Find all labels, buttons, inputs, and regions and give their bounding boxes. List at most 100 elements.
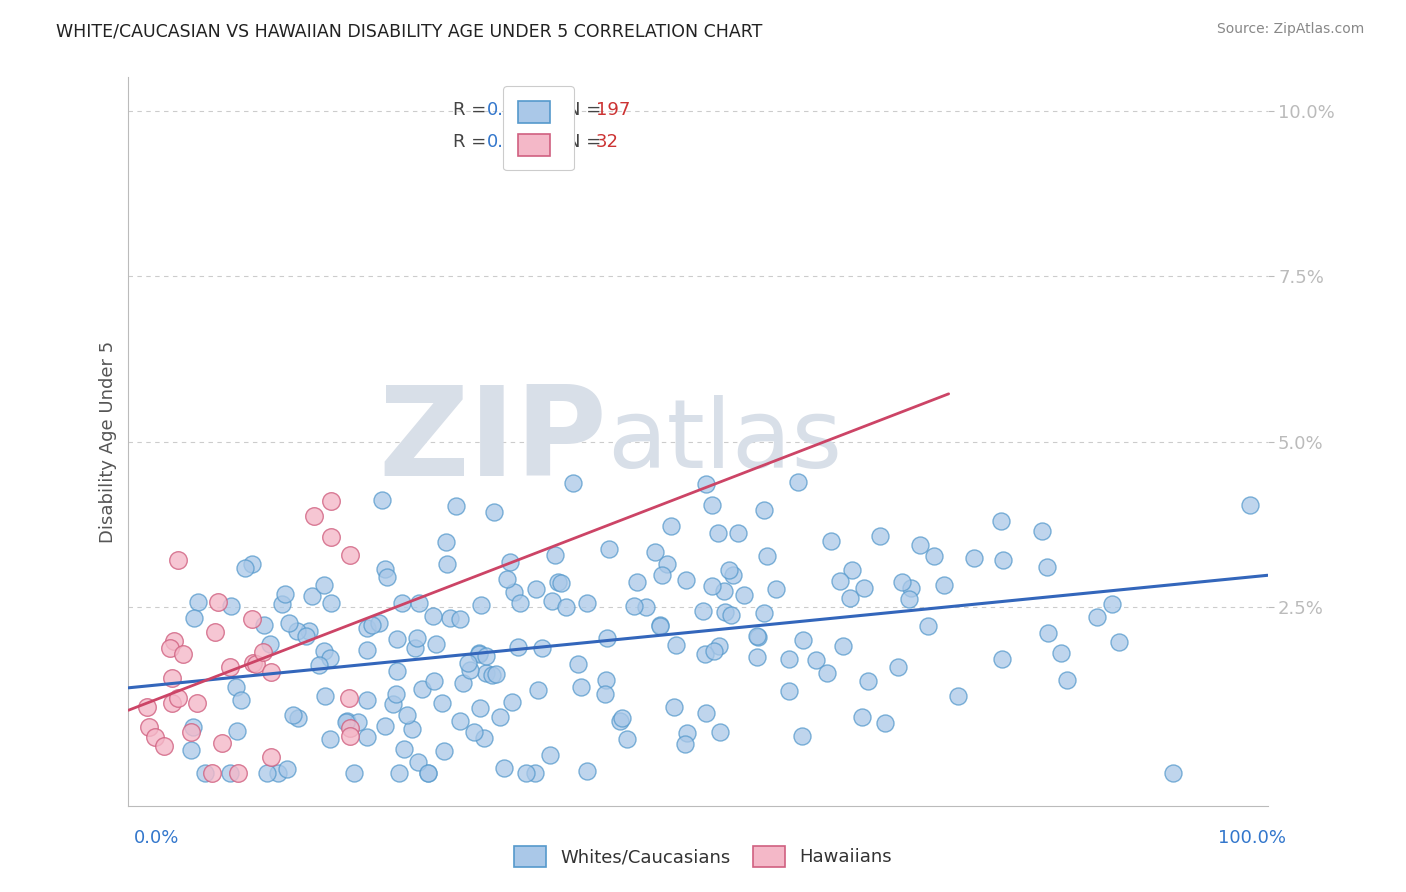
Point (319, 732, 342, 747)
Point (852, 582, 875, 596)
Y-axis label: Disability Age Under 5: Disability Age Under 5 (100, 341, 117, 542)
Point (186, 696, 208, 710)
Point (335, 714, 357, 728)
Point (138, 720, 160, 734)
Point (747, 630, 769, 644)
Point (384, 688, 406, 702)
Point (179, 743, 201, 757)
Point (547, 574, 569, 589)
Point (644, 545, 666, 559)
Point (183, 611, 205, 625)
Point (381, 698, 404, 712)
Point (391, 596, 413, 610)
Point (828, 574, 851, 588)
Point (449, 714, 471, 729)
Point (482, 505, 505, 519)
Point (610, 711, 633, 725)
Point (1101, 597, 1123, 611)
Point (991, 652, 1014, 666)
Point (598, 542, 620, 557)
Point (319, 596, 342, 610)
Point (509, 596, 531, 610)
Point (887, 659, 910, 673)
Point (908, 537, 931, 551)
Point (278, 616, 301, 631)
Point (700, 579, 723, 593)
Point (385, 632, 408, 646)
Point (401, 722, 423, 736)
Text: N =: N = (567, 133, 607, 151)
Point (948, 689, 970, 703)
Point (702, 498, 724, 512)
Point (567, 657, 589, 672)
Point (665, 638, 688, 652)
Point (673, 737, 696, 751)
Point (765, 582, 787, 596)
Point (356, 621, 378, 635)
Point (301, 589, 323, 603)
Point (869, 529, 891, 543)
Point (472, 731, 495, 746)
Point (752, 607, 775, 621)
Point (446, 499, 468, 513)
Point (404, 641, 426, 656)
Point (550, 576, 572, 591)
Text: R =: R = (453, 101, 492, 120)
Point (218, 765, 240, 780)
Point (221, 599, 243, 613)
Point (159, 640, 181, 655)
Point (339, 729, 361, 743)
Point (692, 603, 714, 617)
Point (204, 624, 226, 639)
Point (439, 611, 461, 625)
Point (754, 502, 776, 516)
Point (841, 562, 863, 576)
Point (160, 696, 183, 710)
Point (575, 596, 598, 610)
Point (595, 673, 617, 687)
Point (1038, 625, 1060, 640)
Point (651, 568, 673, 582)
Point (356, 730, 378, 744)
Point (276, 762, 298, 776)
Point (201, 765, 224, 780)
Point (873, 716, 896, 731)
Point (172, 647, 194, 661)
Point (226, 724, 249, 739)
Text: WHITE/CAUCASIAN VS HAWAIIAN DISABILITY AGE UNDER 5 CORRELATION CHART: WHITE/CAUCASIAN VS HAWAIIAN DISABILITY A… (56, 22, 762, 40)
Point (337, 690, 360, 705)
Point (422, 608, 444, 623)
Point (488, 710, 510, 724)
Point (136, 699, 159, 714)
Point (569, 680, 592, 694)
Point (856, 674, 879, 689)
Point (1163, 765, 1185, 780)
Point (468, 646, 491, 660)
Point (226, 765, 249, 780)
Point (745, 649, 768, 664)
Point (496, 572, 519, 586)
Point (253, 617, 276, 632)
Point (347, 714, 370, 729)
Text: 32: 32 (596, 133, 619, 151)
Point (703, 644, 725, 658)
Point (792, 633, 814, 648)
Point (1036, 559, 1059, 574)
Point (675, 573, 697, 587)
Point (160, 671, 183, 685)
Point (474, 665, 496, 680)
Point (433, 744, 456, 758)
Point (295, 629, 318, 643)
Text: ZIP: ZIP (378, 381, 607, 502)
Point (626, 575, 648, 590)
Point (319, 494, 342, 508)
Point (339, 721, 361, 735)
Point (418, 765, 440, 780)
Point (747, 629, 769, 643)
Point (308, 657, 330, 672)
Point (374, 719, 396, 733)
Point (790, 729, 813, 743)
Point (720, 607, 742, 622)
Point (287, 711, 309, 725)
Point (623, 599, 645, 613)
